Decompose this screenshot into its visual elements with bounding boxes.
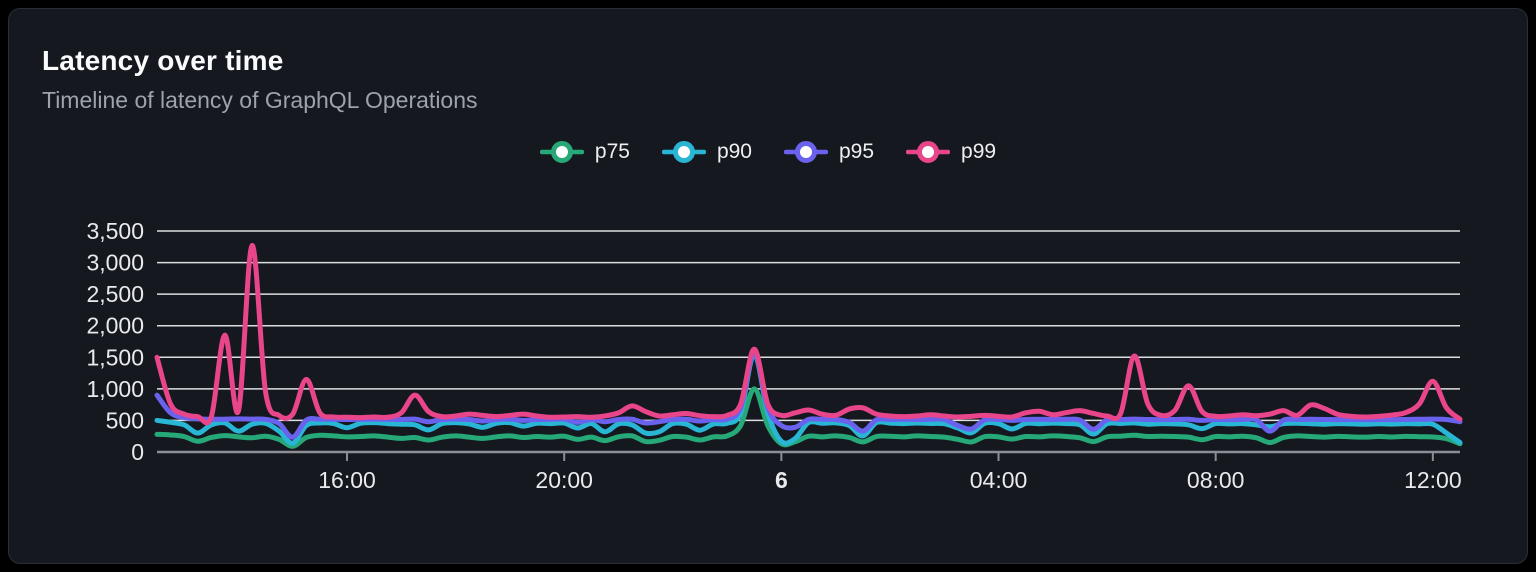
latency-chart: 0 500 1,000 1,500 2,000 2,500 3,000 3,500 16:00 2… (86, 218, 1463, 493)
x-axis-label: 6 (775, 467, 788, 493)
legend-item-p90[interactable]: p90 (661, 139, 752, 165)
y-axis-label: 3,500 (86, 218, 144, 244)
y-axis-label: 1,500 (86, 344, 144, 370)
legend-item-p95[interactable]: p95 (784, 139, 874, 165)
y-axis-label: 1,000 (86, 376, 144, 402)
y-axis-label: 2,000 (86, 313, 144, 339)
legend-series-marker-icon (906, 141, 951, 163)
latency-panel: 0 500 1,000 1,500 2,000 2,500 3,000 3,500 16:00 2… (8, 8, 1528, 564)
legend-label: p95 (839, 140, 875, 163)
x-axis-label: 16:00 (318, 467, 376, 493)
legend-item-p75[interactable]: p75 (539, 139, 630, 165)
legend-series-marker-icon (784, 141, 828, 163)
panel-header: Latency over time Timeline of latency of… (42, 45, 478, 114)
y-axis-label: 3,000 (86, 250, 144, 276)
page-title: Latency over time (42, 45, 284, 76)
legend-series-marker-icon (539, 141, 584, 163)
x-axis-label: 20:00 (535, 467, 593, 493)
series-line-p75 (154, 386, 1463, 449)
y-axis-label: 0 (131, 439, 144, 465)
x-axis-label: 08:00 (1187, 467, 1245, 493)
legend-label: p90 (716, 140, 752, 163)
x-axis-label: 04:00 (970, 467, 1028, 493)
series-line-p90 (154, 351, 1463, 446)
legend-label: p75 (594, 140, 630, 163)
legend-series-marker-icon (661, 141, 706, 163)
chart-legend: p75 p90 p95 p99 (9, 139, 1527, 165)
legend-item-p99[interactable]: p99 (906, 139, 996, 165)
legend-label: p99 (961, 140, 997, 163)
page-subtitle: Timeline of latency of GraphQL Operation… (42, 87, 478, 113)
y-axis-label: 2,500 (86, 281, 144, 307)
series-line-p99 (154, 243, 1463, 426)
y-axis-label: 500 (106, 407, 144, 433)
x-axis-label: 12:00 (1404, 467, 1462, 493)
